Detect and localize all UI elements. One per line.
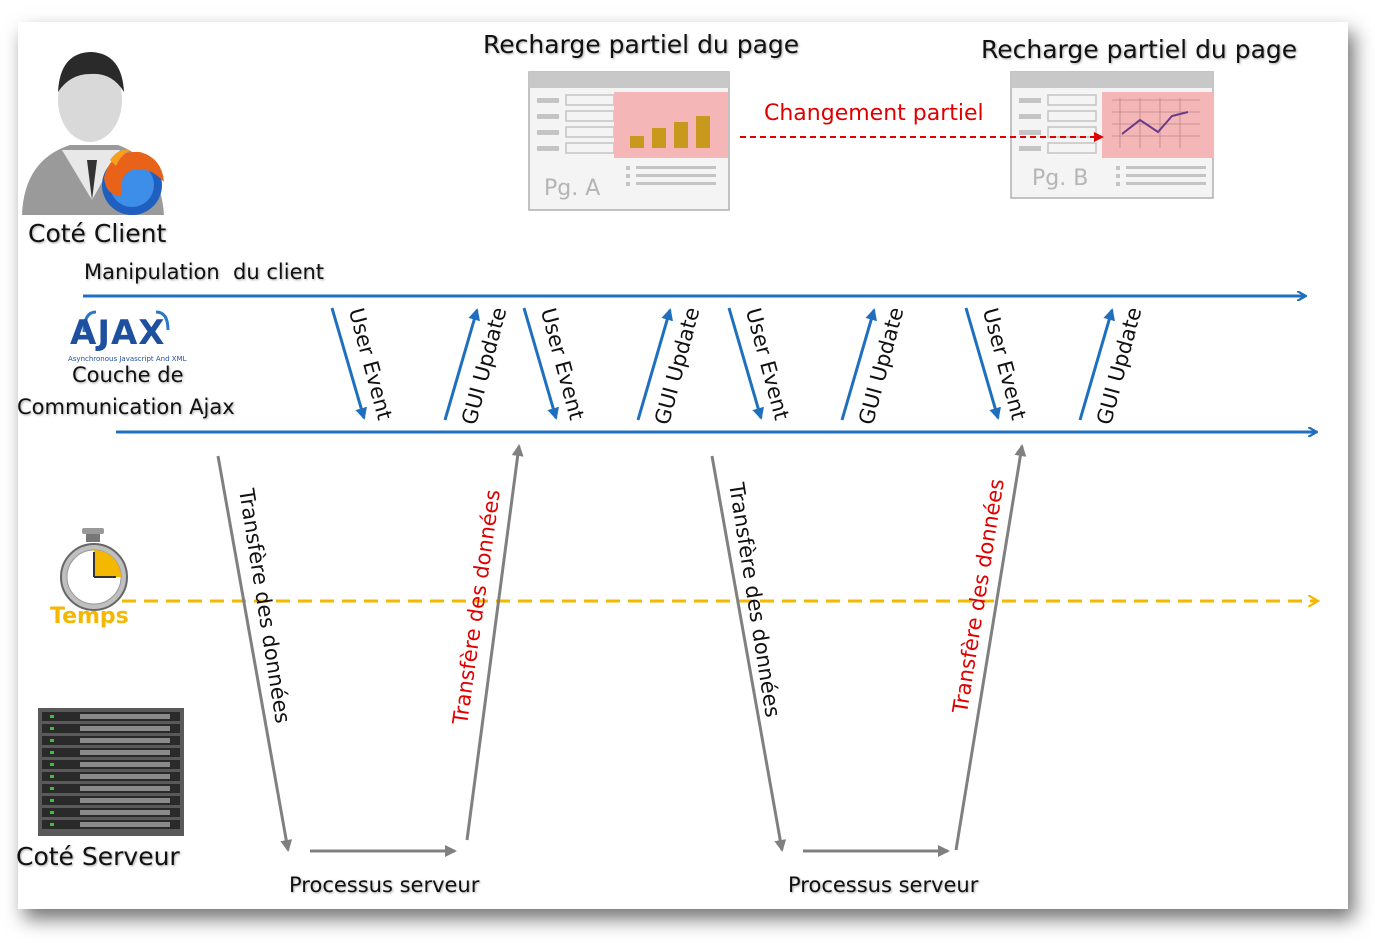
client-manipulation-label: Manipulation du client: [84, 260, 325, 284]
partial-change-label: Changement partiel: [764, 101, 984, 126]
gui-update-arrows: [443, 308, 1115, 421]
gui-update-arrow: [840, 308, 877, 421]
page-b-title: Recharge partiel du page: [981, 35, 1298, 64]
client-side-label: Coté Client: [28, 219, 167, 248]
user-event-arrow: [964, 307, 1001, 420]
transfer-down-arrow: [216, 455, 293, 852]
transfer-down-arrow: [710, 455, 787, 852]
ajax-logo-icon: [82, 310, 170, 333]
page-b-mockup: [1010, 71, 1214, 199]
server-rack-icon: [38, 708, 184, 836]
user-event-arrow: [522, 307, 559, 420]
page-a-label: Pg. A: [544, 176, 601, 201]
page-a-title: Recharge partiel du page: [483, 30, 800, 59]
transfer-up-arrow: [465, 444, 524, 841]
page-b-label: Pg. B: [1032, 166, 1089, 191]
server-transfer-arrows: [216, 444, 1027, 857]
user-event-arrow: [727, 307, 764, 420]
ajax-layer-label-1: Couche de: [72, 363, 184, 387]
server-side-label: Coté Serveur: [16, 842, 180, 871]
page-a-mockup: [528, 71, 730, 211]
firefox-icon: [102, 149, 164, 215]
stopwatch-icon: [60, 528, 128, 611]
gui-update-arrow: [443, 308, 480, 421]
server-process-label: Processus serveur: [289, 873, 480, 897]
gui-update-arrow: [636, 308, 673, 421]
ajax-layer-label-2: Communication Ajax: [17, 395, 235, 419]
server-process-label: Processus serveur: [788, 873, 979, 897]
time-label: Temps: [50, 604, 129, 629]
transfer-up-arrow: [954, 444, 1027, 851]
gui-update-arrow: [1078, 308, 1115, 421]
user-event-arrows: [330, 307, 1001, 420]
ajax-logo-text: AJAX: [70, 313, 166, 353]
ajax-logo-subtitle: Asynchronous Javascript And XML: [68, 355, 187, 363]
user-event-arrow: [330, 307, 367, 420]
